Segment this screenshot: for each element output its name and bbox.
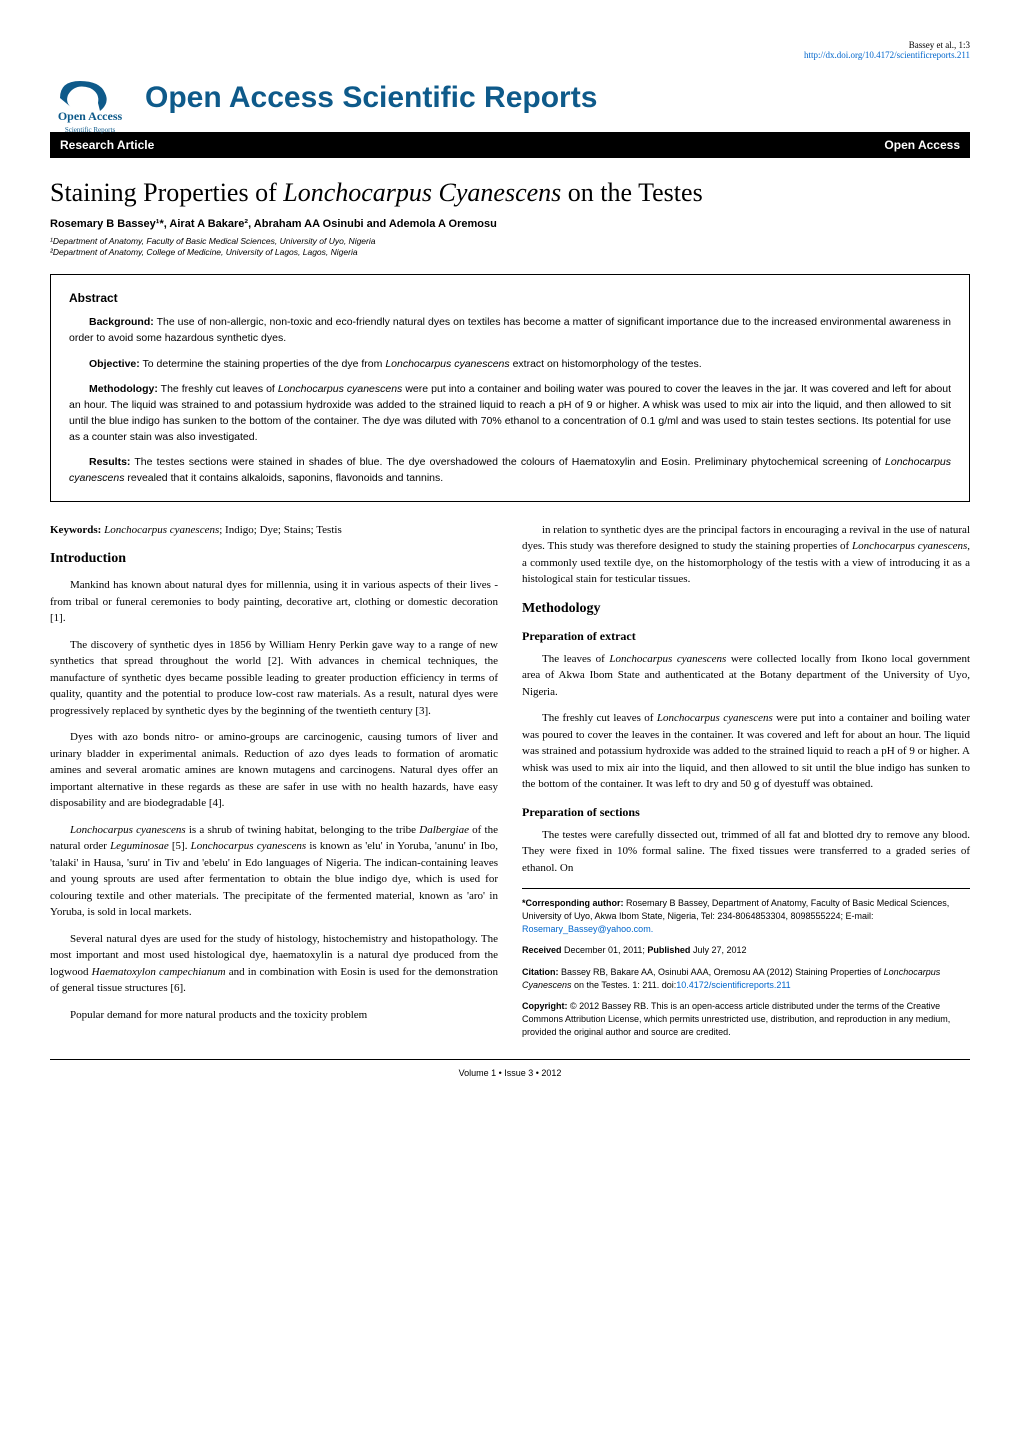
- objective-post: extract on histomorphology of the testes…: [510, 358, 702, 370]
- rp3-sp: Lonchocarpus cyanescens: [657, 712, 773, 724]
- article-type-left: Research Article: [60, 138, 154, 152]
- title-species: Lonchocarpus Cyanescens: [283, 178, 561, 207]
- affiliation-2: ²Department of Anatomy, College of Medic…: [50, 247, 970, 258]
- article-type-bar: Research Article Open Access: [50, 132, 970, 158]
- doi-link[interactable]: http://dx.doi.org/10.4172/scientificrepo…: [50, 50, 970, 60]
- footer: Volume 1 • Issue 3 • 2012: [50, 1059, 970, 1078]
- results-post: revealed that it contains alkaloids, sap…: [124, 472, 443, 484]
- received-label: Received: [522, 945, 562, 955]
- title-prefix: Staining Properties of: [50, 178, 283, 207]
- abstract-objective: Objective: To determine the staining pro…: [69, 357, 951, 373]
- p5-sp: Haematoxylon campechianum: [92, 966, 226, 978]
- abstract-box: Abstract Background: The use of non-alle…: [50, 274, 970, 502]
- authors: Rosemary B Bassey¹*, Airat A Bakare², Ab…: [50, 218, 970, 230]
- right-p1: in relation to synthetic dyes are the pr…: [522, 522, 970, 588]
- objective-species: Lonchocarpus cyanescens: [385, 358, 509, 370]
- prep-extract-heading: Preparation of extract: [522, 627, 970, 645]
- keywords-species: Lonchocarpus cyanescens: [104, 524, 219, 536]
- abstract-methodology: Methodology: The freshly cut leaves of L…: [69, 382, 951, 445]
- keywords: Keywords: Lonchocarpus cyanescens; Indig…: [50, 522, 498, 539]
- rp1-sp: Lonchocarpus cyanescens: [852, 540, 967, 552]
- published-label: Published: [647, 945, 690, 955]
- intro-p1: Mankind has known about natural dyes for…: [50, 577, 498, 627]
- intro-p6: Popular demand for more natural products…: [50, 1007, 498, 1024]
- article-title: Staining Properties of Lonchocarpus Cyan…: [50, 178, 970, 208]
- p4-sp3: Leguminosae: [110, 840, 169, 852]
- logo-subtext: Scientific Reports: [50, 126, 130, 134]
- results-pre: The testes sections were stained in shad…: [130, 456, 885, 468]
- citation: Citation: Bassey RB, Bakare AA, Osinubi …: [522, 966, 970, 992]
- objective-label: Objective:: [89, 358, 140, 370]
- intro-p5: Several natural dyes are used for the st…: [50, 931, 498, 997]
- methodology-label: Methodology:: [89, 383, 158, 395]
- intro-p3: Dyes with azo bonds nitro- or amino-grou…: [50, 729, 498, 812]
- right-p3: The freshly cut leaves of Lonchocarpus c…: [522, 710, 970, 793]
- main-columns: Keywords: Lonchocarpus cyanescens; Indig…: [50, 522, 970, 1039]
- intro-p4: Lonchocarpus cyanescens is a shrub of tw…: [50, 822, 498, 921]
- right-p2: The leaves of Lonchocarpus cyanescens we…: [522, 651, 970, 701]
- p4-m3: [5].: [169, 840, 191, 852]
- left-column: Keywords: Lonchocarpus cyanescens; Indig…: [50, 522, 498, 1039]
- methodology-heading: Methodology: [522, 598, 970, 619]
- rp2-sp: Lonchocarpus cyanescens: [609, 653, 726, 665]
- banner: Open Access Scientific Reports Open Acce…: [50, 68, 970, 128]
- received-date: December 01, 2011;: [562, 945, 648, 955]
- objective-pre: To determine the staining properties of …: [140, 358, 386, 370]
- corr-email[interactable]: Rosemary_Bassey@yahoo.com.: [522, 924, 653, 934]
- abstract-results: Results: The testes sections were staine…: [69, 455, 951, 487]
- info-box: *Corresponding author: Rosemary B Bassey…: [522, 888, 970, 1038]
- open-access-logo: Open Access Scientific Reports: [50, 68, 130, 128]
- rp3-pre: The freshly cut leaves of: [542, 712, 657, 724]
- author-ref: Bassey et al., 1:3: [50, 40, 970, 50]
- abstract-heading: Abstract: [69, 289, 951, 307]
- introduction-heading: Introduction: [50, 548, 498, 569]
- keywords-label: Keywords:: [50, 524, 104, 536]
- affiliations: ¹Department of Anatomy, Faculty of Basic…: [50, 236, 970, 258]
- citation-mid: on the Testes. 1: 211. doi:: [572, 980, 677, 990]
- right-p4: The testes were carefully dissected out,…: [522, 827, 970, 877]
- corr-label: *Corresponding author:: [522, 898, 624, 908]
- prep-sections-heading: Preparation of sections: [522, 803, 970, 821]
- copyright-label: Copyright:: [522, 1001, 568, 1011]
- logo-text: Open Access: [50, 109, 130, 124]
- background-label: Background:: [89, 316, 154, 328]
- affiliation-1: ¹Department of Anatomy, Faculty of Basic…: [50, 236, 970, 247]
- corresponding-author: *Corresponding author: Rosemary B Bassey…: [522, 897, 970, 936]
- dates: Received December 01, 2011; Published Ju…: [522, 944, 970, 957]
- title-suffix: on the Testes: [561, 178, 702, 207]
- copyright-text: © 2012 Bassey RB. This is an open-access…: [522, 1001, 950, 1037]
- copyright: Copyright: © 2012 Bassey RB. This is an …: [522, 1000, 970, 1039]
- citation-label: Citation:: [522, 967, 559, 977]
- results-label: Results:: [89, 456, 130, 468]
- right-column: in relation to synthetic dyes are the pr…: [522, 522, 970, 1039]
- methodology-pre: The freshly cut leaves of: [158, 383, 278, 395]
- intro-p2: The discovery of synthetic dyes in 1856 …: [50, 637, 498, 720]
- banner-title: Open Access Scientific Reports: [145, 81, 597, 115]
- p4-sp1: Lonchocarpus cyanescens: [70, 824, 186, 836]
- citation-pre: Bassey RB, Bakare AA, Osinubi AAA, Oremo…: [559, 967, 884, 977]
- p4-m1: is a shrub of twining habitat, belonging…: [186, 824, 420, 836]
- published-date: July 27, 2012: [690, 945, 746, 955]
- header-meta: Bassey et al., 1:3 http://dx.doi.org/10.…: [50, 40, 970, 60]
- abstract-background: Background: The use of non-allergic, non…: [69, 315, 951, 347]
- citation-doi[interactable]: 10.4172/scientificreports.211: [676, 980, 790, 990]
- rp2-pre: The leaves of: [542, 653, 609, 665]
- methodology-species: Lonchocarpus cyanescens: [278, 383, 402, 395]
- article-type-right: Open Access: [884, 138, 960, 152]
- keywords-rest: ; Indigo; Dye; Stains; Testis: [219, 524, 341, 536]
- p4-sp2: Dalbergiae: [419, 824, 469, 836]
- p4-sp4: Lonchocarpus cyanescens: [191, 840, 307, 852]
- background-text: The use of non-allergic, non-toxic and e…: [69, 316, 951, 344]
